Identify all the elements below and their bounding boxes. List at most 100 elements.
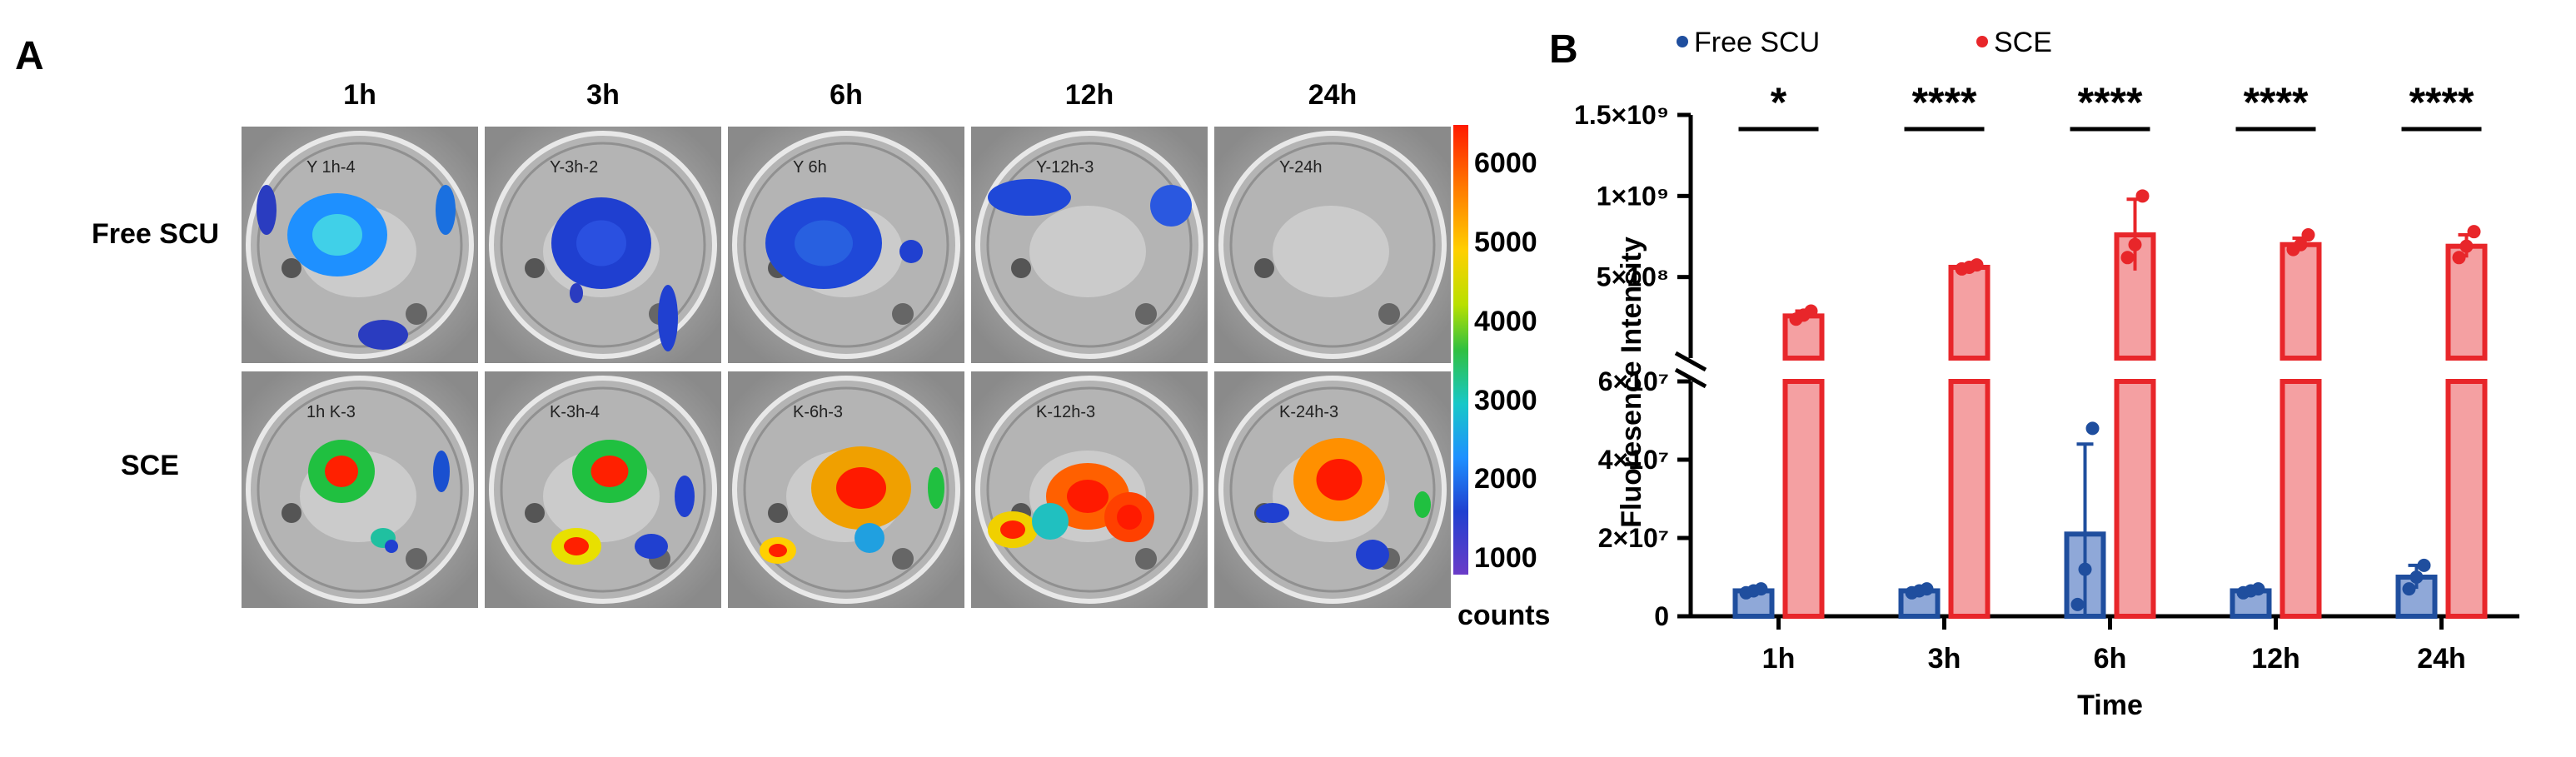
- panel-a-letter: A: [15, 34, 44, 78]
- y-tick-label: 0: [1654, 601, 1669, 631]
- x-tick-label: 24h: [2417, 643, 2466, 675]
- plate-label: Y-12h-3: [1036, 158, 1094, 177]
- petri-dish-free-scu-1h: Y 1h-4: [242, 127, 478, 363]
- significance-marker: ****: [2078, 79, 2143, 126]
- petri-dish-sce-3h: K-3h-4: [485, 371, 721, 608]
- colorbar-tick-6000: 6000: [1474, 147, 1537, 180]
- bar-sce-24h-lower: [2445, 379, 2488, 619]
- significance-marker: *: [1771, 79, 1787, 126]
- data-point: [2452, 251, 2466, 265]
- petri-dish-image: Y-24h: [1214, 127, 1451, 363]
- plate-label: Y-3h-2: [550, 158, 598, 177]
- x-tick-label: 12h: [2251, 643, 2300, 675]
- data-point: [2417, 558, 2431, 572]
- row-label-sce: SCE: [121, 450, 179, 481]
- data-point: [2467, 225, 2481, 239]
- data-point: [2135, 189, 2150, 203]
- bar-sce-24h: [2445, 243, 2488, 361]
- petri-dish-sce-1h: 1h K-3: [242, 371, 478, 608]
- bar-sce-3h: [1948, 264, 1991, 361]
- y-tick-label: 1×10⁹: [1597, 181, 1669, 211]
- colorbar-tick-1000: 1000: [1474, 542, 1537, 575]
- axis-break-mark: [1674, 351, 1707, 372]
- data-point: [1970, 258, 1984, 272]
- petri-dish-image: K-24h-3: [1214, 371, 1451, 608]
- petri-dish-sce-24h: K-24h-3: [1214, 371, 1451, 608]
- petri-dish-image: Y 1h-4: [242, 127, 478, 363]
- data-point: [2294, 237, 2308, 252]
- legend-marker-0: [1677, 36, 1688, 47]
- petri-dish-free-scu-3h: Y-3h-2: [485, 127, 721, 363]
- time-header-12h: 12h: [1064, 79, 1114, 111]
- petri-dish-image: Y-3h-2: [485, 127, 721, 363]
- petri-dish-image: 1h K-3: [242, 371, 478, 608]
- plate-label: Y-24h: [1279, 158, 1323, 177]
- colorbar-tick-4000: 4000: [1474, 305, 1537, 337]
- plate-label: Y 6h: [793, 158, 827, 177]
- plate-label: K-24h-3: [1279, 403, 1338, 421]
- data-point: [1804, 304, 1818, 318]
- time-header-3h: 3h: [586, 79, 620, 111]
- legend-label-0: Free SCU: [1694, 27, 1820, 58]
- petri-dish-sce-6h: K-6h-3: [728, 371, 964, 608]
- x-axis-label: Time: [2077, 690, 2143, 721]
- y-tick-label: 5×10⁸: [1597, 262, 1669, 292]
- panel-b-letter: B: [1549, 27, 1578, 72]
- data-point: [2251, 582, 2265, 596]
- data-point: [2070, 597, 2085, 611]
- petri-dish-image: Y-12h-3: [971, 127, 1208, 363]
- colorbar-tick-2000: 2000: [1474, 463, 1537, 496]
- data-point: [1754, 582, 1768, 596]
- time-header-1h: 1h: [343, 79, 376, 111]
- row-label-free-scu: Free SCU: [92, 218, 220, 250]
- bar-sce-3h-lower: [1948, 379, 1991, 619]
- colorbar-unit: counts: [1457, 600, 1551, 631]
- colorbar: [1453, 125, 1468, 575]
- axis-break-mark: [1674, 367, 1707, 389]
- data-point: [1920, 582, 1934, 596]
- y-tick-label: 1.5×10⁹: [1574, 100, 1669, 130]
- data-point: [2301, 228, 2315, 242]
- data-point: [2078, 562, 2092, 576]
- petri-dish-image: K-6h-3: [728, 371, 964, 608]
- plate-label: Y 1h-4: [306, 158, 356, 177]
- fluorescence-bar-chart: B 0 2×10⁷ 4×10⁷ 6×10⁷ 5×10⁸ 1×10⁹ 1.5×10⁹ Fluore…: [1549, 27, 2519, 721]
- x-tick-label: 1h: [1762, 643, 1796, 675]
- y-tick-label: 4×10⁷: [1598, 445, 1669, 475]
- petri-dish-free-scu-12h: Y-12h-3: [971, 127, 1208, 363]
- legend-label-1: SCE: [1994, 27, 2052, 58]
- data-point: [2402, 582, 2416, 596]
- petri-dish-image: K-3h-4: [485, 371, 721, 608]
- colorbar-tick-5000: 5000: [1474, 227, 1537, 259]
- petri-dish-free-scu-24h: Y-24h: [1214, 127, 1451, 363]
- time-header-6h: 6h: [830, 79, 863, 111]
- y-tick-label: 6×10⁷: [1598, 366, 1669, 396]
- significance-marker: ****: [2409, 79, 2474, 126]
- petri-dish-image: Y 6h: [728, 127, 964, 363]
- data-point: [2128, 237, 2142, 252]
- x-tick-label: 3h: [1928, 643, 1961, 675]
- significance-marker: ****: [1912, 79, 1977, 126]
- bar-sce-12h-lower: [2280, 379, 2322, 619]
- y-axis-label: Fluoresence Intensity: [1616, 237, 1647, 528]
- data-point: [2459, 239, 2474, 253]
- time-header-24h: 24h: [1308, 79, 1358, 111]
- data-point: [2120, 251, 2135, 265]
- y-tick-label: 2×10⁷: [1598, 523, 1669, 553]
- plate-label: K-12h-3: [1036, 403, 1095, 421]
- plate-label: K-6h-3: [793, 403, 843, 421]
- petri-dish-sce-12h: K-12h-3: [971, 371, 1208, 608]
- data-point: [2409, 570, 2424, 584]
- x-tick-label: 6h: [2094, 643, 2127, 675]
- colorbar-tick-3000: 3000: [1474, 384, 1537, 416]
- petri-dish-image: K-12h-3: [971, 371, 1208, 608]
- bar-sce-6h-lower: [2114, 379, 2156, 619]
- significance-marker: ****: [2244, 79, 2309, 126]
- bar-sce-12h: [2280, 242, 2322, 361]
- data-point: [2085, 421, 2100, 436]
- legend-marker-1: [1976, 36, 1988, 47]
- plate-label: 1h K-3: [306, 403, 356, 421]
- bar-sce-1h-lower: [1782, 379, 1825, 619]
- plate-label: K-3h-4: [550, 403, 600, 421]
- petri-dish-free-scu-6h: Y 6h: [728, 127, 964, 363]
